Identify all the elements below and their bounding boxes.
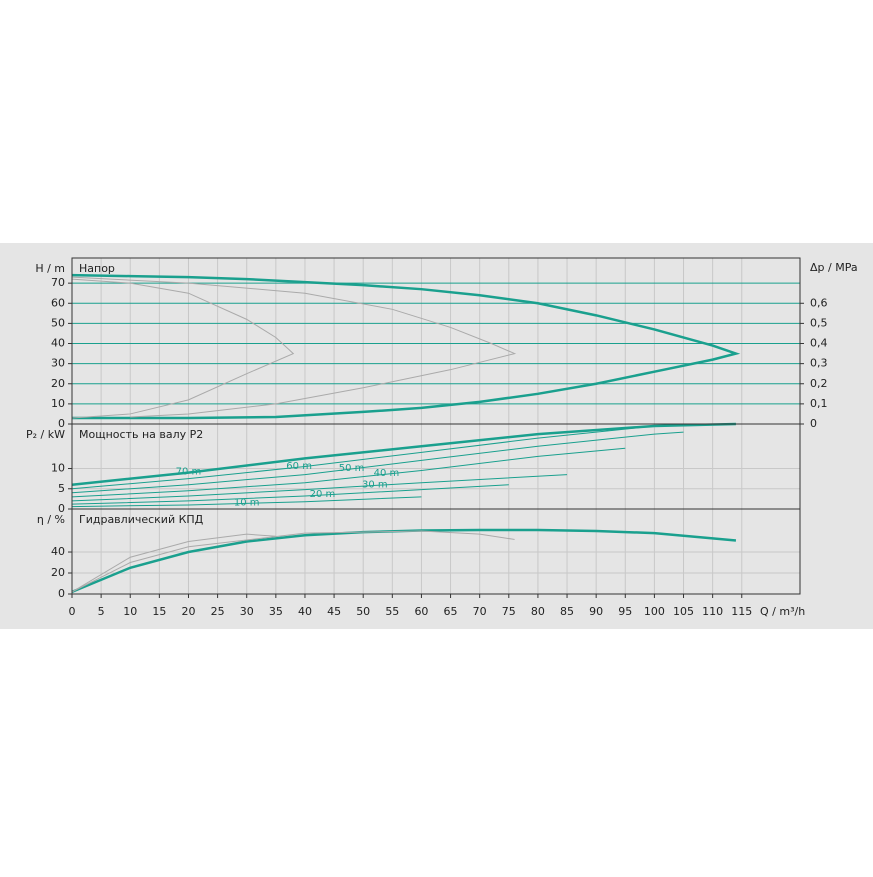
y-tick-label: 5 <box>58 482 65 495</box>
curve <box>71 447 626 498</box>
x-tick-label: 25 <box>211 605 225 618</box>
y2-tick-label: 0,5 <box>810 316 828 329</box>
y-tick-label: 0 <box>58 502 65 515</box>
y-tick-label: 0 <box>58 587 65 600</box>
x-tick-label: 105 <box>673 605 694 618</box>
curve <box>71 273 741 420</box>
curve <box>71 530 515 593</box>
y-tick-label: 10 <box>51 462 65 475</box>
y-axis-label: P₂ / kW <box>26 428 65 441</box>
x-tick-label: 85 <box>560 605 574 618</box>
plot-border <box>71 508 801 595</box>
y-tick-label: 30 <box>51 357 65 370</box>
x-tick-label: 110 <box>702 605 723 618</box>
curve <box>71 278 295 419</box>
plot-area <box>72 424 800 509</box>
x-tick-label: 55 <box>385 605 399 618</box>
curve-label: 20 m <box>310 489 336 500</box>
curve <box>71 474 568 502</box>
curve <box>71 533 276 593</box>
x-tick-label: 5 <box>98 605 105 618</box>
y-axis-label: η / % <box>37 513 65 526</box>
y2-tick-label: 0,4 <box>810 337 828 350</box>
curve <box>71 276 517 418</box>
panel-title: Напор <box>79 262 115 275</box>
curve-label: 70 m <box>176 467 202 478</box>
y-axis-label: H / m <box>35 262 65 275</box>
plot-area <box>72 258 800 424</box>
y2-tick-label: 0,6 <box>810 296 828 309</box>
x-tick-label: 20 <box>181 605 195 618</box>
curve-label: 60 m <box>286 461 312 472</box>
x-tick-label: 10 <box>123 605 137 618</box>
panel-title: Мощность на валу P2 <box>79 428 203 441</box>
y-tick-label: 40 <box>51 337 65 350</box>
x-axis-label: Q / m³/h <box>760 605 805 618</box>
curve <box>71 484 509 505</box>
x-tick-label: 0 <box>69 605 76 618</box>
x-tick-label: 70 <box>473 605 487 618</box>
curve-label: 50 m <box>339 463 365 474</box>
y2-tick-label: 0 <box>810 417 817 430</box>
x-tick-label: 65 <box>444 605 458 618</box>
x-tick-label: 75 <box>502 605 516 618</box>
curve <box>71 423 713 490</box>
y-tick-label: 70 <box>51 276 65 289</box>
curve <box>71 496 422 508</box>
y2-tick-label: 0,1 <box>810 397 828 410</box>
y-tick-label: 0 <box>58 417 65 430</box>
y2-tick-label: 0,3 <box>810 357 828 370</box>
x-tick-label: 15 <box>152 605 166 618</box>
x-tick-label: 100 <box>644 605 665 618</box>
panel-title: Гидравлический КПД <box>79 513 204 526</box>
x-tick-label: 90 <box>589 605 603 618</box>
y-tick-label: 20 <box>51 377 65 390</box>
y-tick-label: 20 <box>51 566 65 579</box>
curve <box>71 528 737 594</box>
curve <box>71 431 684 494</box>
x-tick-label: 35 <box>269 605 283 618</box>
x-tick-label: 50 <box>356 605 370 618</box>
y-tick-label: 10 <box>51 397 65 410</box>
curve-label: 40 m <box>374 468 400 479</box>
y-tick-label: 40 <box>51 545 65 558</box>
x-tick-label: 60 <box>414 605 428 618</box>
y-tick-label: 60 <box>51 296 65 309</box>
x-tick-label: 80 <box>531 605 545 618</box>
y2-tick-label: 0,2 <box>810 377 828 390</box>
x-tick-label: 95 <box>618 605 632 618</box>
x-tick-label: 115 <box>731 605 752 618</box>
x-tick-label: 45 <box>327 605 341 618</box>
curve-label: 10 m <box>234 497 260 508</box>
curve-label: 30 m <box>362 479 388 490</box>
y-tick-label: 50 <box>51 316 65 329</box>
x-tick-label: 30 <box>240 605 254 618</box>
x-tick-label: 40 <box>298 605 312 618</box>
y2-axis-label: Δp / MPa <box>810 261 858 274</box>
